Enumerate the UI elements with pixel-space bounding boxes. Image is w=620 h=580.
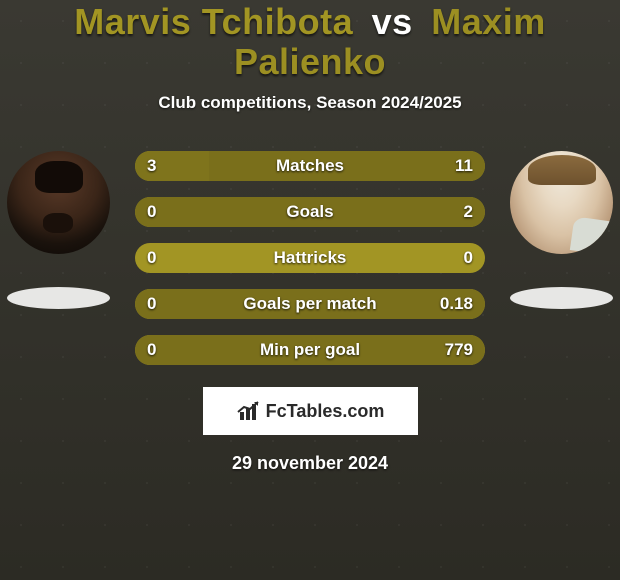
- bar-label: Hattricks: [135, 243, 485, 273]
- bar-label: Goals per match: [135, 289, 485, 319]
- subtitle: Club competitions, Season 2024/2025: [0, 93, 620, 113]
- chart-icon: [236, 400, 262, 422]
- brand-rest: Tables.com: [287, 401, 385, 421]
- player1-face-icon: [7, 151, 110, 254]
- player2-avatar: [510, 151, 613, 254]
- stat-bar: 00.18Goals per match: [135, 289, 485, 319]
- bar-label: Matches: [135, 151, 485, 181]
- player1-avatar: [7, 151, 110, 254]
- comparison-area: 311Matches 02Goals 00Hattricks 00.18Goals p…: [0, 151, 620, 381]
- player1-name: Marvis Tchibota: [74, 1, 353, 42]
- stat-bar: 00Hattricks: [135, 243, 485, 273]
- stat-bar: 02Goals: [135, 197, 485, 227]
- player2-shadow: [510, 287, 613, 309]
- date-label: 29 november 2024: [0, 453, 620, 474]
- brand-badge: FcTables.com: [203, 387, 418, 435]
- stat-bar: 311Matches: [135, 151, 485, 181]
- bar-label: Min per goal: [135, 335, 485, 365]
- infographic-root: Marvis Tchibota vs Maxim Palienko Club c…: [0, 0, 620, 474]
- page-title: Marvis Tchibota vs Maxim Palienko: [0, 2, 620, 81]
- player1-shadow: [7, 287, 110, 309]
- stat-bars: 311Matches 02Goals 00Hattricks 00.18Goals p…: [135, 151, 485, 381]
- bar-label: Goals: [135, 197, 485, 227]
- brand-text: FcTables.com: [266, 401, 385, 422]
- player2-face-icon: [510, 151, 613, 254]
- stat-bar: 0779Min per goal: [135, 335, 485, 365]
- vs-label: vs: [364, 1, 421, 42]
- brand-fc: Fc: [266, 401, 287, 421]
